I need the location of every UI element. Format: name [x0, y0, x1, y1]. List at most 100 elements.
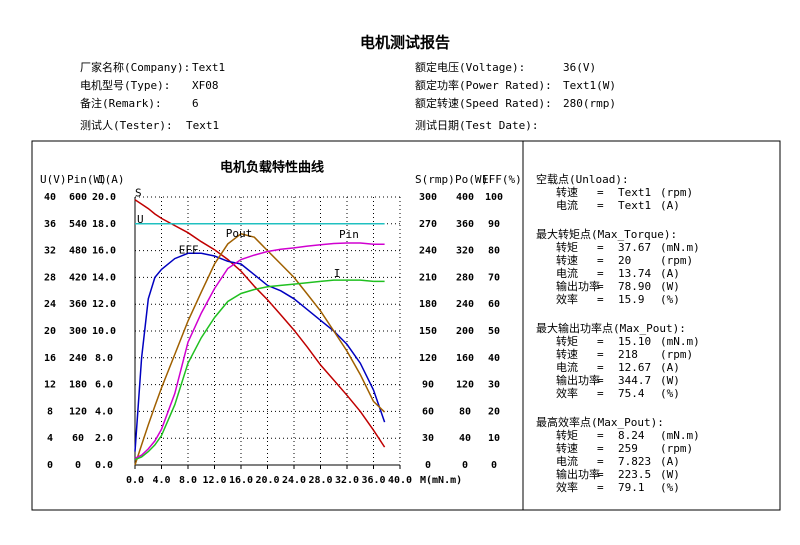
series-label: EFF: [179, 244, 199, 257]
y-tick-label: 14.0: [92, 272, 116, 283]
series-label: S: [135, 187, 142, 200]
field-value: 280(rmp): [563, 97, 616, 110]
y-tick-label: 60: [422, 406, 434, 417]
y-tick-label: 180: [419, 299, 437, 310]
x-tick-label: 0.0: [126, 475, 144, 486]
panel-cell: (W): [660, 468, 680, 481]
y-tick-label: 0: [462, 460, 468, 471]
y-tick-label: 210: [419, 272, 437, 283]
series-label: Pin: [339, 228, 359, 241]
field-label: 测试日期(Test Date):: [415, 119, 538, 132]
y-tick-label: 0: [425, 460, 431, 471]
field-label: 额定电压(Voltage):: [415, 60, 525, 74]
y-tick-label: 2.0: [95, 433, 113, 444]
y-tick-label: 30: [422, 433, 434, 444]
y-tick-label: 600: [69, 192, 87, 203]
y-tick-label: 36: [44, 219, 56, 230]
panel-cell: 转矩: [556, 240, 578, 254]
y-tick-label: 360: [456, 219, 474, 230]
axis-title: I(A): [98, 173, 125, 186]
panel-cell: 79.1: [618, 481, 645, 494]
y-tick-label: 120: [69, 406, 87, 417]
section-title: 空载点(Unload):: [536, 172, 629, 186]
axis-title: Pin(W): [67, 173, 107, 186]
panel-cell: =: [597, 335, 604, 348]
y-tick-label: 90: [488, 219, 500, 230]
panel-cell: (%): [660, 481, 680, 494]
panel-cell: 效率: [556, 292, 578, 306]
panel-cell: 输出功率: [556, 467, 600, 481]
x-tick-label: 32.0: [335, 475, 359, 486]
panel-cell: 转速: [556, 185, 578, 199]
series-line: [134, 252, 386, 452]
panel-cell: (%): [660, 387, 680, 400]
panel-cell: 电流: [556, 454, 578, 468]
field-value: Text1(W): [563, 79, 616, 92]
y-tick-label: 280: [456, 272, 474, 283]
y-tick-label: 8.0: [95, 353, 113, 364]
frame: [31, 140, 781, 511]
panel-cell: 223.5: [618, 468, 651, 481]
field-value: Text1: [192, 61, 225, 74]
chart-title: 电机负载特性曲线: [220, 160, 324, 176]
panel-cell: 转矩: [556, 334, 578, 348]
series-line: [134, 199, 386, 448]
section-title: 最大转矩点(Max_Torque):: [536, 227, 677, 241]
panel-cell: (rpm): [660, 442, 693, 455]
y-tick-label: 300: [69, 326, 87, 337]
x-tick-label: 20.0: [255, 475, 279, 486]
y-tick-label: 0: [75, 460, 81, 471]
y-tick-label: 60: [488, 299, 500, 310]
field-label: 备注(Remark):: [80, 96, 162, 110]
y-tick-label: 12: [44, 380, 56, 391]
y-tick-label: 120: [456, 380, 474, 391]
y-tick-label: 400: [456, 192, 474, 203]
panel-cell: 13.74: [618, 267, 651, 280]
field-label: 电机型号(Type):: [80, 78, 170, 92]
x-axis-title: M(mN.m): [420, 475, 462, 486]
panel-cell: =: [597, 429, 604, 442]
x-tick-label: 12.0: [202, 475, 226, 486]
field-label: 额定功率(Power Rated):: [415, 78, 552, 92]
y-tick-label: 16.0: [92, 246, 116, 257]
y-tick-label: 90: [422, 380, 434, 391]
series-label: U: [137, 213, 144, 226]
panel-cell: 效率: [556, 480, 578, 494]
y-tick-label: 32: [44, 246, 56, 257]
x-tick-label: 40.0: [388, 475, 412, 486]
panel-cell: 259: [618, 442, 638, 455]
panel-cell: =: [597, 442, 604, 455]
panel-cell: =: [597, 455, 604, 468]
panel-cell: 20: [618, 254, 631, 267]
y-tick-label: 180: [69, 380, 87, 391]
panel-cell: 效率: [556, 386, 578, 400]
y-tick-label: 60: [72, 433, 84, 444]
x-tick-label: 24.0: [282, 475, 306, 486]
panel-cell: =: [597, 267, 604, 280]
panel-cell: (W): [660, 280, 680, 293]
y-tick-label: 20.0: [92, 192, 116, 203]
section-title: 最高效率点(Max_Pout):: [536, 415, 664, 429]
panel-cell: 344.7: [618, 374, 651, 387]
panel-cell: =: [597, 348, 604, 361]
field-label: 测试人(Tester):: [80, 119, 173, 132]
panel-cell: (A): [660, 267, 680, 280]
panel-cell: 转速: [556, 441, 578, 455]
panel-cell: =: [597, 481, 604, 494]
panel-cell: 转矩: [556, 428, 578, 442]
field-value: Text1: [186, 119, 219, 132]
y-tick-label: 120: [419, 353, 437, 364]
panel-cell: 8.24: [618, 429, 645, 442]
panel-cell: (A): [660, 199, 680, 212]
panel-cell: (rpm): [660, 254, 693, 267]
series-label: I: [334, 267, 341, 280]
panel-cell: 输出功率: [556, 279, 600, 293]
y-tick-label: 80: [488, 246, 500, 257]
y-tick-label: 8: [47, 406, 53, 417]
y-tick-label: 4.0: [95, 406, 113, 417]
panel-cell: =: [597, 280, 604, 293]
panel-cell: 78.90: [618, 280, 651, 293]
field-label: 厂家名称(Company):: [80, 60, 190, 74]
